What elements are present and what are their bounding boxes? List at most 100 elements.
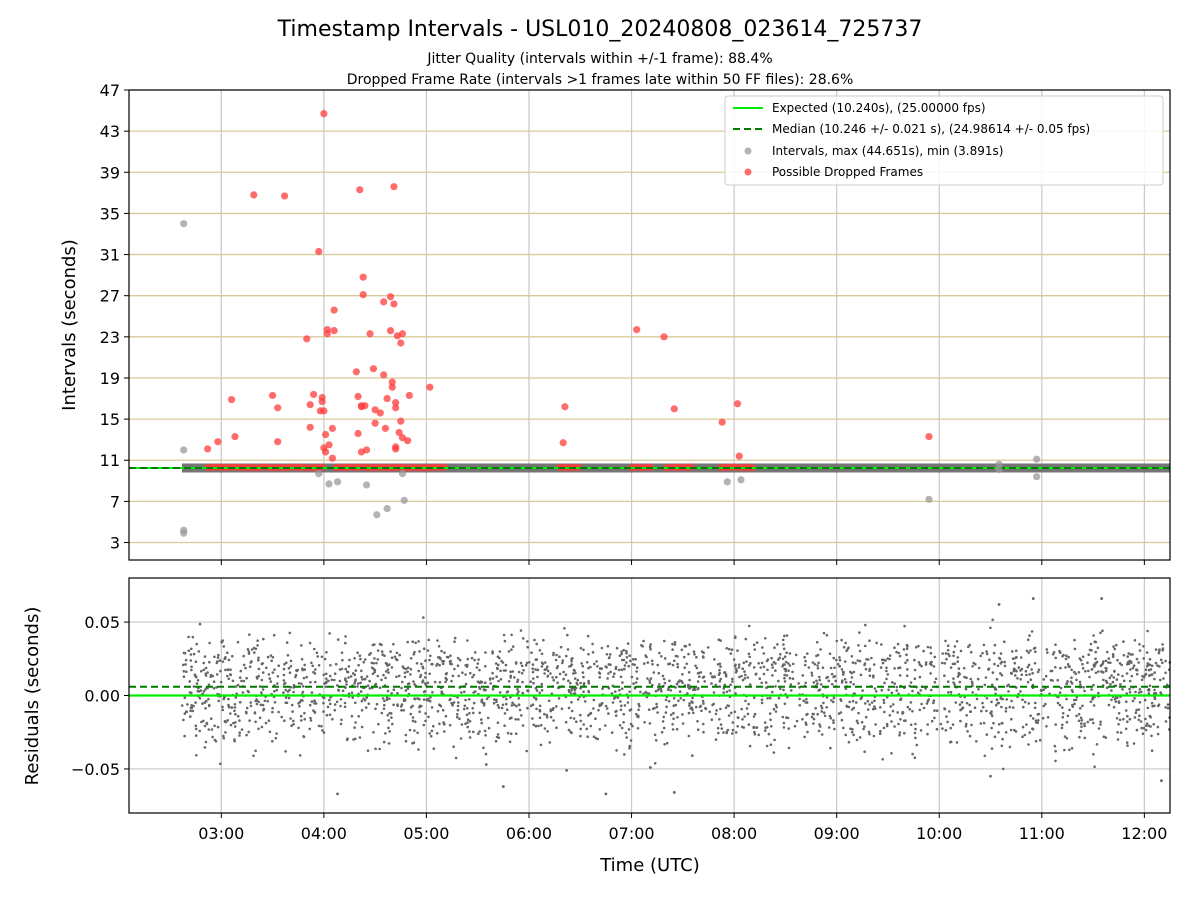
residual-point — [287, 696, 291, 700]
residual-point — [207, 728, 211, 731]
residual-point — [202, 661, 205, 665]
residual-point — [818, 688, 822, 691]
residual-point — [626, 701, 630, 704]
residual-point — [898, 654, 902, 658]
residual-point — [222, 645, 226, 648]
residual-point — [1033, 706, 1037, 710]
residual-point — [418, 710, 421, 713]
residual-point — [704, 706, 707, 710]
residual-point — [1131, 653, 1134, 656]
residual-point — [182, 718, 185, 722]
residual-point — [473, 651, 477, 654]
residual-point — [344, 677, 347, 680]
residual-point — [464, 698, 467, 702]
residual-point — [198, 697, 202, 700]
residual-point — [548, 741, 552, 744]
residual-point — [569, 692, 573, 695]
residual-point — [958, 703, 962, 706]
residual-point — [744, 637, 748, 641]
residual-point — [330, 678, 334, 682]
residual-point — [422, 723, 426, 727]
residual-point — [833, 727, 836, 731]
residual-point — [499, 678, 503, 681]
residual-point — [1023, 700, 1027, 704]
residual-point — [426, 649, 430, 652]
residual-point — [1000, 705, 1003, 709]
residual-point — [321, 729, 324, 732]
dropped-frame-point — [315, 247, 323, 256]
residual-point — [619, 700, 622, 703]
residual-point — [924, 663, 928, 666]
residual-point — [790, 689, 793, 692]
residual-point — [729, 711, 733, 715]
residual-point — [692, 711, 695, 715]
residual-point — [982, 721, 986, 725]
residual-point — [473, 658, 476, 662]
residual-point — [830, 699, 833, 702]
residual-point — [625, 736, 628, 739]
dropped-frame-point — [330, 306, 338, 314]
residual-point — [1119, 731, 1123, 734]
residual-point — [669, 713, 673, 717]
residual-point — [354, 669, 358, 672]
residual-point — [607, 672, 610, 675]
residual-point — [909, 723, 913, 727]
residual-point — [256, 644, 259, 647]
residual-point — [1080, 725, 1083, 728]
residual-point — [856, 659, 860, 662]
residual-point — [595, 660, 598, 663]
residual-point — [1026, 665, 1030, 669]
residual-point — [674, 703, 678, 707]
residual-point — [851, 728, 854, 731]
residual-point — [400, 705, 403, 708]
residual-point — [283, 662, 286, 666]
residual-point — [847, 705, 851, 709]
intervals-y-tick-label: 23 — [100, 328, 120, 347]
residual-point — [819, 648, 822, 651]
residual-point — [687, 734, 691, 738]
residual-point — [261, 671, 265, 674]
residual-point — [589, 711, 593, 715]
residual-point — [868, 732, 871, 736]
residual-point — [253, 711, 257, 714]
residual-point — [741, 667, 744, 670]
residual-point — [534, 724, 538, 728]
residual-point — [744, 699, 747, 703]
residual-point — [768, 712, 772, 715]
residual-point — [781, 715, 785, 719]
residual-point — [1104, 659, 1108, 663]
residual-point — [359, 690, 363, 693]
residual-point — [859, 697, 863, 700]
residual-point — [1010, 699, 1013, 703]
residual-point — [465, 713, 469, 717]
residual-point — [754, 672, 758, 676]
residual-point — [526, 706, 529, 710]
residual-point — [234, 712, 237, 716]
residual-point — [392, 642, 395, 646]
residual-point — [832, 700, 835, 704]
residual-point — [873, 707, 877, 710]
residual-point — [1092, 721, 1095, 725]
residual-point — [609, 670, 612, 674]
residual-point — [975, 697, 979, 701]
residual-point — [247, 652, 251, 655]
residual-point — [344, 667, 348, 671]
residual-point — [232, 721, 235, 725]
residual-point — [587, 666, 590, 670]
residual-point — [350, 691, 354, 695]
residual-point — [691, 701, 694, 704]
residual-point — [1124, 709, 1128, 712]
residual-point — [849, 670, 852, 674]
residual-point — [1011, 650, 1014, 653]
residual-point — [924, 661, 928, 664]
residual-point — [205, 699, 208, 703]
residual-point — [598, 672, 602, 675]
residual-point — [929, 651, 933, 655]
residual-point — [968, 703, 971, 707]
residual-point — [359, 681, 362, 685]
residual-point — [766, 668, 769, 672]
residual-point — [471, 707, 475, 710]
residual-point — [501, 703, 505, 707]
residual-point — [749, 661, 752, 665]
residual-point — [1164, 720, 1168, 723]
